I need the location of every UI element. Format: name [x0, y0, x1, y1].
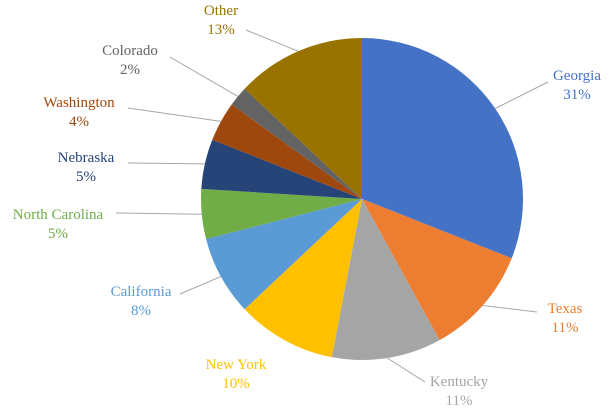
pie-slices: [201, 38, 523, 361]
data-label-percent-new-york: 10%: [222, 376, 250, 392]
pie-slice-other: [244, 38, 362, 199]
data-label-percent-washington: 4%: [69, 114, 89, 130]
data-label-name-nebraska: Nebraska: [58, 150, 115, 166]
data-label-texas: Texas 11%: [548, 301, 583, 336]
data-label-colorado: Colorado 2%: [102, 43, 158, 78]
data-label-percent-georgia: 31%: [563, 87, 591, 103]
data-label-name-texas: Texas: [548, 301, 583, 317]
data-labels: Georgia 31% Texas 11% Kentucky 11% New York 10%…: [13, 3, 602, 409]
data-label-percent-north-carolina: 5%: [48, 226, 68, 242]
leader-line-california: [179, 276, 222, 295]
leader-line-nebraska: [127, 162, 205, 165]
pie-slice-new-york: [244, 199, 362, 358]
pie-slice-nebraska: [201, 139, 362, 199]
data-label-name-kentucky: Kentucky: [430, 374, 489, 390]
data-label-name-other: Other: [204, 3, 238, 19]
data-label-georgia: Georgia 31%: [553, 68, 601, 103]
data-label-kentucky: Kentucky 11%: [430, 374, 489, 409]
pie-slice-colorado: [231, 88, 362, 199]
data-label-percent-california: 8%: [131, 303, 151, 319]
data-label-washington: Washington 4%: [43, 95, 115, 130]
data-label-name-california: California: [111, 284, 172, 300]
data-label-nebraska: Nebraska 5%: [58, 150, 115, 185]
pie-slice-kentucky: [331, 199, 440, 361]
data-label-name-georgia: Georgia: [553, 68, 601, 84]
data-label-north-carolina: North Carolina 5%: [13, 207, 104, 242]
pie-slice-georgia: [362, 38, 523, 259]
data-label-percent-texas: 11%: [552, 320, 579, 336]
data-label-other: Other 13%: [204, 3, 238, 38]
leader-line-kentucky: [386, 357, 426, 383]
pie-slice-california: [206, 199, 362, 310]
leader-line-north-carolina: [115, 212, 202, 215]
leader-line-georgia: [494, 81, 549, 109]
data-label-percent-kentucky: 11%: [446, 393, 473, 409]
data-label-name-colorado: Colorado: [102, 43, 158, 59]
data-label-percent-colorado: 2%: [120, 62, 140, 78]
data-label-name-new-york: New York: [206, 357, 267, 373]
data-label-name-north-carolina: North Carolina: [13, 207, 104, 223]
pie-slice-texas: [362, 199, 512, 341]
data-label-california: California 8%: [111, 284, 172, 319]
leader-line-other: [245, 29, 299, 52]
leader-lines: [115, 29, 549, 383]
pie-slice-north-carolina: [201, 188, 362, 240]
data-label-new-york: New York 10%: [206, 357, 267, 392]
data-label-percent-other: 13%: [207, 22, 235, 38]
leader-line-texas: [482, 305, 538, 313]
data-label-name-washington: Washington: [43, 95, 115, 111]
data-label-percent-nebraska: 5%: [76, 169, 96, 185]
leader-line-colorado: [169, 56, 239, 97]
leader-line-washington: [127, 107, 221, 122]
pie-slice-washington: [212, 104, 362, 199]
